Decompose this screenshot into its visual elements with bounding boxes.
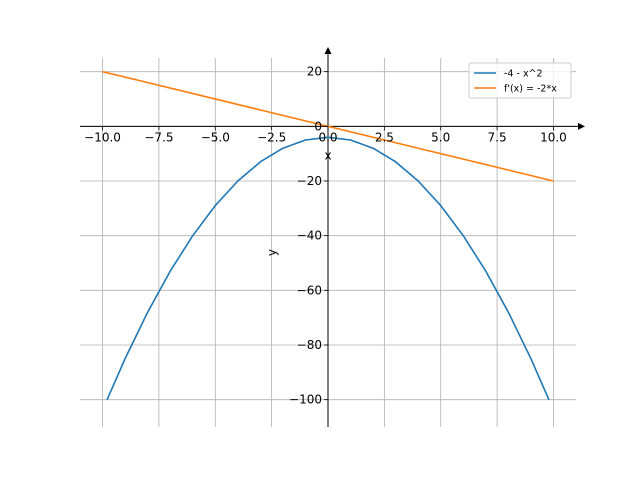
legend: -4 - x^2 f'(x) = -2*x [468, 62, 572, 99]
y-tick-label: −40 [297, 229, 322, 243]
x-tick-label: 0.0 [318, 130, 337, 144]
y-tick-label: −60 [297, 283, 322, 297]
axes [80, 47, 585, 427]
x-tick-label: 7.5 [488, 130, 507, 144]
y-axis-arrow [324, 47, 332, 54]
series-line-1 [106, 136, 550, 401]
ticks: −10.0 −7.5 −5.0 −2.5 0.0 2.5 5.0 7.5 10.0 20 0 −20 −… [84, 65, 567, 407]
y-tick-label: −100 [289, 393, 322, 407]
x-tick-label: −2.5 [257, 130, 286, 144]
legend-label-series-1: -4 - x^2 [504, 69, 543, 80]
x-tick-label: 2.5 [375, 130, 394, 144]
y-tick-label: −20 [297, 174, 322, 188]
x-tick-label: −5.0 [201, 130, 230, 144]
y-tick-label: 20 [307, 65, 322, 79]
legend-label-series-2: f'(x) = -2*x [504, 84, 557, 95]
legend-box [468, 62, 572, 99]
x-tick-label: −10.0 [84, 130, 121, 144]
x-tick-label: 5.0 [431, 130, 450, 144]
y-tick-label: 0 [314, 119, 322, 133]
x-tick-label: −7.5 [144, 130, 173, 144]
x-tick-label: 10.0 [540, 130, 567, 144]
y-tick-label: −80 [297, 338, 322, 352]
x-axis-arrow [578, 122, 585, 130]
y-axis-label: y [265, 249, 279, 256]
x-axis-label: x [324, 148, 331, 162]
